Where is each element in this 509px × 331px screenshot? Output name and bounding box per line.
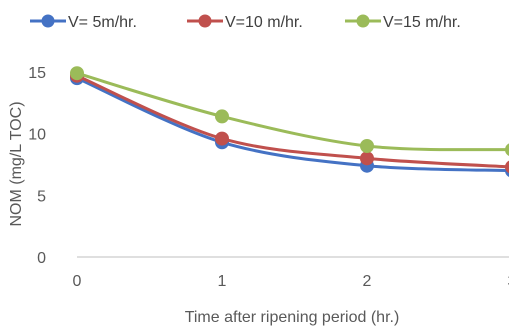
y-tick-label: 0: [37, 250, 46, 267]
data-point: [360, 151, 374, 166]
series-line: [76, 76, 509, 173]
data-point: [360, 139, 374, 153]
data-point: [215, 131, 229, 146]
series-line: [76, 71, 509, 152]
legend-label: V=15 m/hr.: [383, 14, 461, 31]
legend-entry: V=15 m/hr.: [345, 14, 461, 31]
x-tick-label: 0: [73, 273, 82, 290]
legend: V= 5m/hr. V=10 m/hr. V=15 m/hr.: [30, 14, 461, 31]
x-tick-label: 1: [218, 273, 227, 290]
series-layer: [70, 66, 509, 177]
legend-entry: V= 5m/hr.: [30, 14, 137, 31]
x-tick-label: 3: [508, 273, 509, 290]
legend-label: V= 5m/hr.: [68, 14, 137, 31]
x-tick-labels: 0 1 2 3: [73, 273, 509, 290]
series-1: [70, 71, 509, 177]
x-axis-title: Time after ripening period (hr.): [185, 309, 400, 326]
legend-entry: V=10 m/hr.: [187, 14, 303, 31]
data-point: [505, 143, 509, 157]
series-3: [70, 66, 509, 157]
plot-area: 0 5 10 15 0 1 2 3: [28, 65, 509, 290]
y-tick-label: 5: [37, 188, 46, 205]
y-tick-label: 15: [28, 65, 46, 82]
x-tick-label: 2: [363, 273, 372, 290]
y-tick-label: 10: [28, 127, 46, 144]
legend-marker: [356, 14, 370, 28]
legend-marker: [198, 14, 212, 28]
series-line: [76, 74, 509, 169]
y-tick-labels: 0 5 10 15: [28, 65, 46, 267]
legend-marker: [41, 14, 55, 28]
y-axis-title: NOM (mg/L TOC): [8, 101, 25, 226]
data-point: [505, 160, 509, 174]
data-point: [215, 109, 229, 124]
legend-label: V=10 m/hr.: [225, 14, 303, 31]
data-point: [70, 66, 84, 81]
